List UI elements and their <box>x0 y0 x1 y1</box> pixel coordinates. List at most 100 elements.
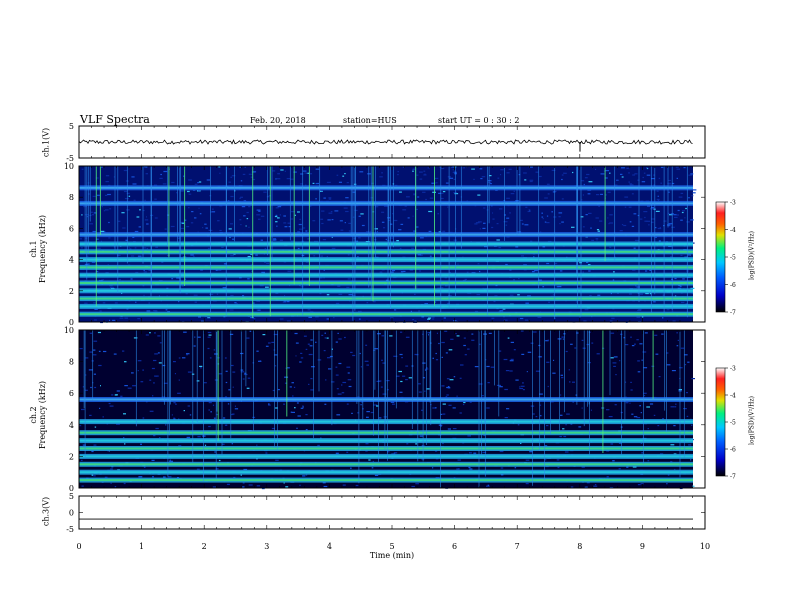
noise-speck <box>247 256 251 258</box>
noise-speck <box>428 230 432 232</box>
noise-speck <box>524 319 528 321</box>
noise-speck <box>288 226 291 228</box>
noise-speck <box>311 366 315 368</box>
noise-speck <box>593 485 598 487</box>
noise-speck <box>612 460 615 462</box>
colorbar-tick-label: -4 <box>730 393 736 400</box>
colorbar-tick-label: -5 <box>730 255 736 262</box>
noise-speck <box>525 459 530 461</box>
noise-speck <box>250 317 254 319</box>
noise-speck <box>610 332 615 334</box>
noise-speck <box>456 335 460 337</box>
noise-speck <box>422 362 426 364</box>
noise-speck <box>422 191 426 193</box>
noise-speck <box>560 414 563 416</box>
noise-speck <box>419 178 423 180</box>
noise-speck <box>631 413 634 415</box>
noise-speck <box>124 385 128 387</box>
noise-speck <box>405 336 410 338</box>
noise-speck <box>418 310 420 312</box>
noise-speck <box>81 485 84 487</box>
noise-speck <box>445 396 448 398</box>
noise-speck <box>441 341 445 344</box>
noise-speck <box>493 300 496 303</box>
noise-speck <box>190 254 194 256</box>
noise-speck <box>399 247 402 250</box>
noise-speck <box>686 415 689 417</box>
noise-speck <box>402 375 406 377</box>
noise-speck <box>609 320 613 322</box>
noise-speck <box>609 222 614 224</box>
noise-speck <box>399 191 402 193</box>
noise-speck <box>631 225 635 227</box>
noise-speck <box>326 255 328 258</box>
noise-speck <box>510 341 514 343</box>
noise-speck <box>646 220 650 222</box>
noise-speck <box>188 193 192 195</box>
noise-speck <box>293 386 296 388</box>
noise-speck <box>102 302 106 304</box>
noise-speck <box>529 179 534 181</box>
noise-speck <box>414 353 419 356</box>
noise-speck <box>244 166 246 168</box>
noise-speck <box>446 394 449 396</box>
noise-speck <box>123 169 128 172</box>
noise-speck <box>124 317 128 319</box>
noise-speck <box>275 214 278 216</box>
noise-speck <box>588 270 591 272</box>
noise-speck <box>252 318 256 320</box>
noise-speck <box>206 179 210 181</box>
noise-speck <box>171 181 175 184</box>
emission-band-core <box>79 471 693 474</box>
noise-speck <box>140 381 144 383</box>
noise-speck <box>345 210 349 213</box>
noise-speck <box>140 443 142 445</box>
noise-speck <box>216 414 219 416</box>
noise-speck <box>240 196 243 198</box>
noise-speck <box>527 295 531 297</box>
noise-speck <box>379 271 383 273</box>
noise-speck <box>491 317 495 319</box>
noise-speck <box>321 222 324 225</box>
noise-speck <box>191 211 194 213</box>
noise-speck <box>334 210 339 212</box>
y-tick-label: 0 <box>69 318 74 327</box>
noise-speck <box>616 179 618 181</box>
noise-speck <box>376 405 379 407</box>
noise-speck <box>479 228 481 230</box>
noise-speck <box>126 192 130 194</box>
noise-speck <box>660 166 664 168</box>
noise-speck <box>679 367 683 369</box>
noise-speck <box>520 385 525 387</box>
noise-speck <box>412 215 414 217</box>
noise-speck <box>491 226 494 229</box>
noise-speck <box>133 337 138 339</box>
noise-speck <box>192 255 195 257</box>
noise-speck <box>274 365 277 367</box>
noise-speck <box>108 221 110 224</box>
noise-speck <box>475 222 480 224</box>
noise-speck <box>525 483 529 485</box>
noise-speck <box>623 224 627 227</box>
noise-speck <box>137 360 142 362</box>
noise-speck <box>383 227 386 229</box>
noise-speck <box>457 459 461 461</box>
noise-speck <box>120 395 123 397</box>
noise-speck <box>585 486 588 488</box>
noise-speck <box>621 176 624 178</box>
noise-speck <box>352 294 356 296</box>
noise-speck <box>131 372 134 374</box>
noise-speck <box>307 238 311 240</box>
noise-speck <box>230 255 234 257</box>
noise-speck <box>300 286 304 288</box>
noise-speck <box>597 294 601 296</box>
noise-speck <box>240 224 242 226</box>
noise-speck <box>522 389 525 391</box>
noise-speck <box>84 389 88 391</box>
noise-speck <box>229 333 234 335</box>
noise-speck <box>552 191 556 193</box>
noise-speck <box>607 217 609 219</box>
noise-speck <box>655 353 659 355</box>
noise-speck <box>521 223 524 225</box>
noise-speck <box>186 436 191 438</box>
